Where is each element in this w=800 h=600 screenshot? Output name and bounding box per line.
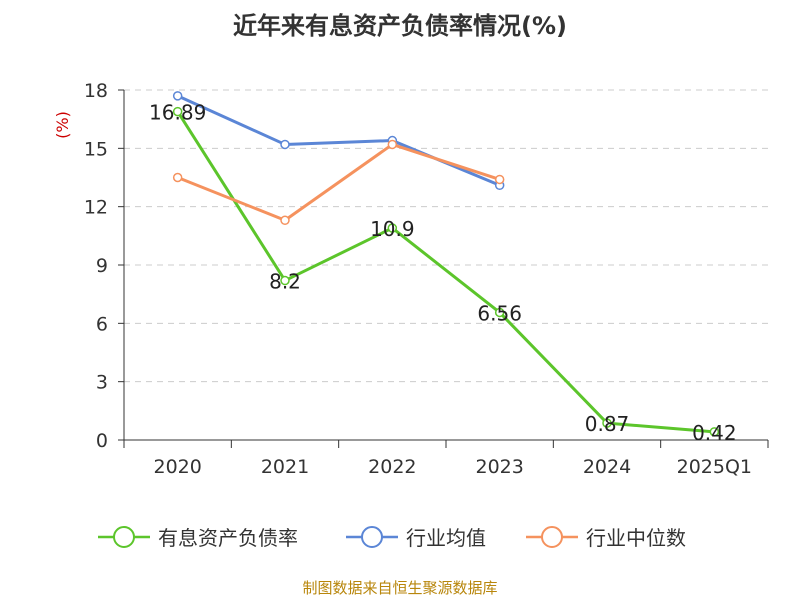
- series-line: [178, 96, 500, 185]
- x-tick-label: 2024: [583, 456, 631, 478]
- series-point: [496, 175, 504, 183]
- legend-label: 有息资产负债率: [158, 526, 298, 550]
- y-tick-label: 0: [96, 430, 108, 452]
- grid-lines: [124, 90, 768, 382]
- legend: 有息资产负债率 行业均值 行业中位数: [98, 526, 686, 550]
- data-label: 16.89: [149, 101, 206, 125]
- data-label: 6.56: [477, 301, 522, 325]
- y-tick-label: 15: [84, 138, 108, 160]
- legend-label: 行业均值: [406, 526, 486, 550]
- y-axis-label: (%): [53, 111, 72, 139]
- line-chart: 0 3 6 9 12 15 18 2020 2021 2022 2023 2024 2025Q1 (%)…: [0, 0, 800, 600]
- legend-label: 行业中位数: [586, 526, 686, 550]
- x-tick-label: 2021: [261, 456, 309, 478]
- axes: 0 3 6 9 12 15 18 2020 2021 2022 2023 2024 2025Q1: [84, 80, 768, 478]
- data-label: 0.42: [692, 421, 737, 445]
- x-tick-label: 2025Q1: [677, 456, 752, 478]
- series-line: [178, 144, 500, 220]
- x-tick-label: 2020: [153, 456, 201, 478]
- series-point: [174, 174, 182, 182]
- x-tick-label: 2022: [368, 456, 416, 478]
- y-tick-label: 12: [84, 197, 108, 219]
- series-group: [174, 92, 719, 436]
- series-line: [178, 112, 715, 432]
- data-labels: 16.89 8.2 10.9 6.56 0.87 0.42: [149, 101, 737, 445]
- source-note: 制图数据来自恒生聚源数据库: [0, 577, 800, 598]
- data-label: 8.2: [269, 270, 301, 294]
- series-point: [281, 140, 289, 148]
- x-tick-label: 2023: [475, 456, 523, 478]
- series-point: [174, 92, 182, 100]
- y-tick-label: 6: [96, 313, 108, 335]
- legend-marker: [114, 527, 134, 547]
- y-tick-label: 18: [84, 80, 108, 102]
- legend-marker: [362, 527, 382, 547]
- data-label: 10.9: [370, 217, 415, 241]
- series-point: [388, 140, 396, 148]
- data-label: 0.87: [585, 412, 630, 436]
- legend-marker: [542, 527, 562, 547]
- y-tick-label: 9: [96, 255, 108, 277]
- y-tick-label: 3: [96, 372, 108, 394]
- series-point: [281, 216, 289, 224]
